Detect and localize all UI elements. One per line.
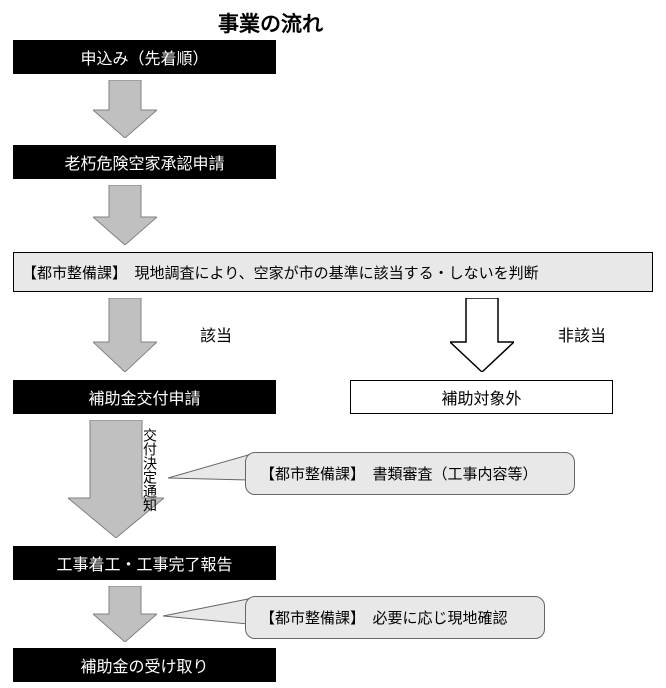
higaito-label: 非該当 <box>558 322 606 346</box>
step2-label: 老朽危険空家承認申請 <box>64 150 224 174</box>
down-arrow-icon <box>93 80 157 138</box>
step5-label: 工事着工・工事完了報告 <box>56 551 232 575</box>
step6-box: 補助金の受け取り <box>13 648 276 682</box>
step4-box: 補助金交付申請 <box>13 380 276 414</box>
step2-box: 老朽危険空家承認申請 <box>13 145 276 179</box>
step6-label: 補助金の受け取り <box>80 653 208 677</box>
arrow-1 <box>93 80 157 143</box>
arrow-3-left <box>93 298 157 377</box>
callout-2-tail <box>163 598 258 636</box>
kofu-label: 交付決定通知 <box>140 428 160 512</box>
step3-label: 【都市整備課】 現地調査により、空家が市の基準に該当する・しないを判断 <box>22 262 539 283</box>
arrow-3-right <box>450 298 514 377</box>
down-arrow-icon <box>93 586 157 642</box>
down-arrow-icon <box>93 185 157 245</box>
step4b-box: 補助対象外 <box>350 380 613 414</box>
arrow-5 <box>93 586 157 647</box>
callout-2-text: 【都市整備課】 必要に応じ現地確認 <box>260 610 508 627</box>
gaito-label: 該当 <box>200 322 232 346</box>
callout-2: 【都市整備課】 必要に応じ現地確認 <box>245 596 545 639</box>
callout-1-text: 【都市整備課】 書類審査（工事内容等） <box>260 466 538 483</box>
page-title: 事業の流れ <box>218 8 323 38</box>
step4b-label: 補助対象外 <box>441 385 521 409</box>
step4-label: 補助金交付申請 <box>88 385 200 409</box>
down-arrow-icon <box>93 298 157 372</box>
step5-box: 工事着工・工事完了報告 <box>13 546 276 580</box>
step1-label: 申込み（先着順） <box>80 45 208 69</box>
step1-box: 申込み（先着順） <box>13 40 276 74</box>
step3-box: 【都市整備課】 現地調査により、空家が市の基準に該当する・しないを判断 <box>13 252 653 292</box>
arrow-2 <box>93 185 157 250</box>
callout-1: 【都市整備課】 書類審査（工事内容等） <box>245 452 575 495</box>
down-arrow-icon <box>450 298 514 372</box>
